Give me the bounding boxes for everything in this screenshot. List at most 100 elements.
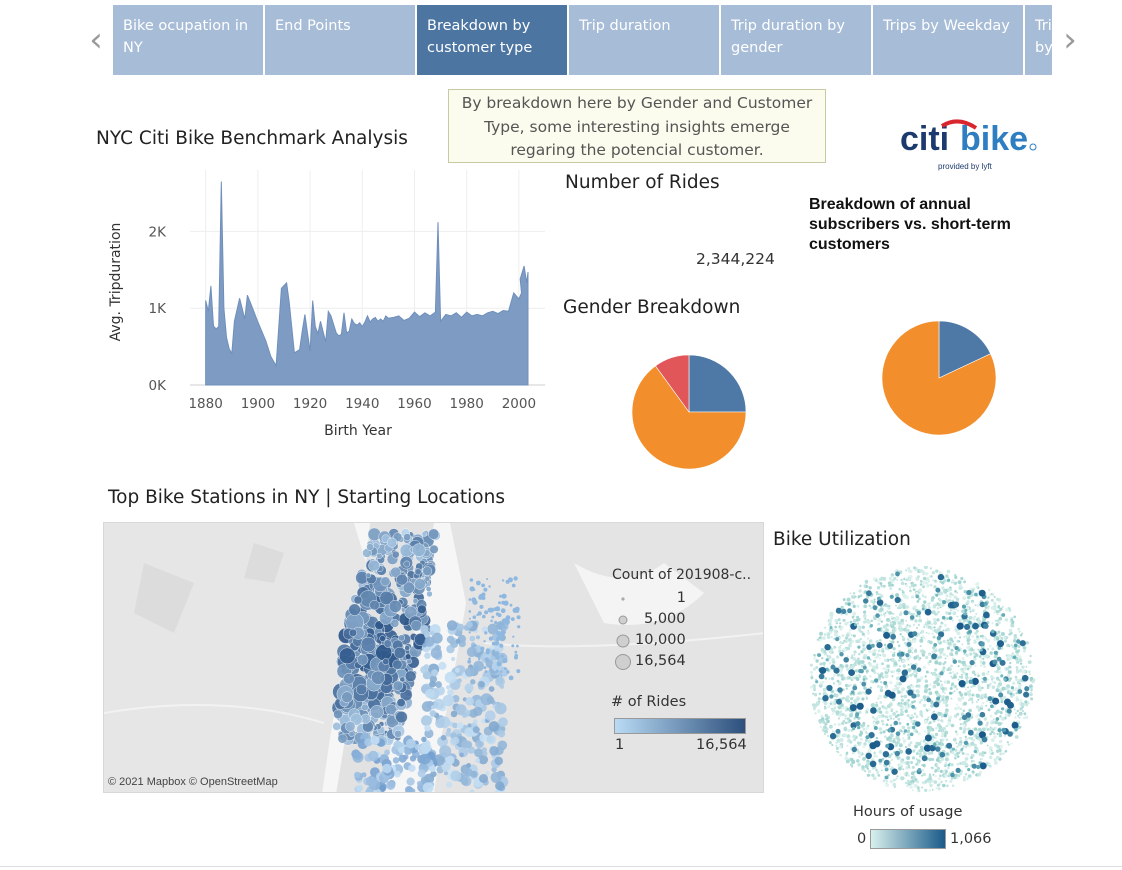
utilization-bubble bbox=[844, 639, 848, 643]
utilization-bubble bbox=[1007, 670, 1012, 675]
tab-bike-ocupation[interactable]: Bike ocupation in NY bbox=[113, 5, 263, 75]
utilization-bubble bbox=[847, 602, 851, 606]
utilization-bubble bbox=[1007, 731, 1013, 737]
map-station-bubble bbox=[429, 675, 437, 683]
map-station-bubble bbox=[514, 650, 518, 654]
utilization-bubble bbox=[902, 638, 906, 642]
map-station-bubble bbox=[428, 765, 436, 773]
utilization-bubble bbox=[905, 657, 909, 660]
map-attribution[interactable]: © 2021 Mapbox © OpenStreetMap bbox=[108, 776, 278, 788]
map-station-bubble bbox=[484, 631, 488, 635]
utilization-bubble bbox=[852, 604, 856, 608]
tab-end-points[interactable]: End Points bbox=[265, 5, 415, 75]
utilization-bubble bbox=[918, 618, 922, 623]
tab-trip-duration-gender[interactable]: Trip duration by gender bbox=[721, 5, 871, 75]
utilization-bubble bbox=[933, 621, 937, 625]
stations-map[interactable]: Count of 201908-c.. 1 5,000 10,000 16,56… bbox=[103, 522, 764, 793]
utilization-bubble bbox=[915, 672, 918, 675]
utilization-bubble bbox=[913, 656, 918, 660]
utilization-bubble bbox=[1025, 665, 1028, 668]
utilization-bubble bbox=[859, 731, 863, 735]
utilization-bubble bbox=[931, 738, 935, 742]
utilization-bubble bbox=[839, 622, 842, 625]
utilization-bubble bbox=[887, 643, 894, 649]
utilization-bubble bbox=[873, 751, 876, 754]
utilization-bubble bbox=[911, 672, 915, 676]
utilization-bubble bbox=[865, 677, 868, 680]
utilization-bubble bbox=[878, 707, 881, 710]
utilization-bubble bbox=[871, 773, 875, 777]
utilization-bubble bbox=[875, 701, 878, 704]
utilization-bubble bbox=[891, 675, 894, 678]
utilization-bubble bbox=[957, 697, 962, 702]
utilization-bubble bbox=[995, 610, 999, 614]
utilization-bubble bbox=[1004, 709, 1007, 712]
map-station-bubble bbox=[410, 788, 416, 792]
tab-breakdown-customer-type[interactable]: Breakdown by customer type bbox=[417, 5, 567, 75]
utilization-bubble bbox=[900, 618, 904, 623]
utilization-bubble bbox=[1030, 687, 1033, 690]
utilization-bubble bbox=[916, 667, 922, 672]
utilization-bubble bbox=[928, 683, 932, 686]
utilization-bubble bbox=[927, 653, 931, 657]
utilization-bubble bbox=[954, 590, 957, 593]
previous-tab-arrow-icon[interactable]: ‹ bbox=[89, 20, 103, 60]
map-station-bubble bbox=[394, 729, 402, 738]
utilization-bubble bbox=[926, 617, 929, 620]
utilization-bubble bbox=[828, 651, 831, 653]
utilization-bubble bbox=[892, 712, 896, 716]
utilization-bubble bbox=[897, 702, 900, 705]
utilization-bubble bbox=[943, 713, 948, 718]
utilization-bubble bbox=[899, 704, 903, 708]
utilization-bubble bbox=[976, 585, 979, 588]
utilization-bubble bbox=[836, 679, 840, 683]
utilization-bubble bbox=[929, 567, 932, 570]
utilization-bubble bbox=[969, 776, 972, 779]
utilization-bubble bbox=[1011, 617, 1014, 620]
utilization-bubble bbox=[917, 789, 921, 793]
map-station-bubble bbox=[398, 746, 405, 754]
utilization-bubble bbox=[879, 701, 883, 704]
utilization-bubble bbox=[956, 591, 959, 594]
utilization-bubble bbox=[888, 738, 892, 743]
map-station-bubble bbox=[402, 581, 415, 594]
utilization-bubble bbox=[962, 596, 967, 600]
utilization-bubble bbox=[862, 678, 866, 681]
map-station-bubble bbox=[419, 743, 431, 754]
utilization-bubble bbox=[991, 622, 994, 625]
utilization-bubble bbox=[928, 602, 931, 605]
utilization-bubble bbox=[904, 595, 909, 600]
tab-trip-duration[interactable]: Trip duration bbox=[569, 5, 719, 75]
utilization-bubble bbox=[868, 749, 872, 753]
map-station-bubble bbox=[505, 615, 511, 621]
utilization-bubble bbox=[920, 636, 923, 639]
utilization-bubble bbox=[947, 763, 951, 767]
utilization-bubble bbox=[956, 755, 960, 758]
utilization-bubble bbox=[859, 692, 861, 695]
utilization-bubble bbox=[957, 648, 961, 652]
utilization-bubble bbox=[876, 593, 878, 596]
map-station-bubble bbox=[376, 553, 383, 560]
utilization-bubble bbox=[935, 569, 939, 573]
utilization-bubble bbox=[967, 629, 973, 634]
utilization-bubble bbox=[875, 768, 878, 771]
map-station-bubble bbox=[355, 683, 368, 696]
next-tab-arrow-icon[interactable]: › bbox=[1063, 20, 1077, 60]
map-station-bubble bbox=[481, 626, 488, 633]
map-station-bubble bbox=[494, 756, 503, 766]
utilization-bubble bbox=[907, 638, 910, 641]
utilization-bubble bbox=[837, 705, 842, 710]
utilization-bubble bbox=[929, 726, 933, 730]
utilization-bubble bbox=[877, 697, 880, 700]
utilization-bubble bbox=[877, 593, 880, 596]
utilization-bubble bbox=[993, 601, 997, 606]
utilization-bubble bbox=[868, 586, 872, 590]
utilization-bubble bbox=[998, 679, 1001, 682]
utilization-bubble bbox=[990, 704, 994, 709]
utilization-bubble bbox=[934, 690, 939, 695]
tab-trips-by[interactable]: Trips by bbox=[1025, 5, 1052, 75]
utilization-bubble bbox=[938, 675, 941, 679]
tab-trips-weekday[interactable]: Trips by Weekday bbox=[873, 5, 1023, 75]
utilization-bubble bbox=[979, 659, 982, 662]
utilization-bubble bbox=[886, 780, 889, 783]
